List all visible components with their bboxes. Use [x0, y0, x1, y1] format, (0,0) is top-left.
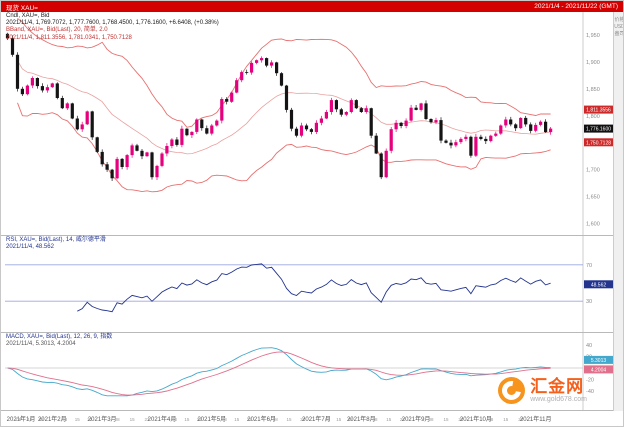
day-tick: 08	[222, 417, 228, 422]
rsi-value-box: 48.562	[584, 280, 613, 289]
rsi-tick: 30	[586, 299, 592, 305]
watermark-text: 汇金网 www.gold678.com	[530, 377, 587, 404]
day-tick: 08	[273, 417, 279, 422]
axis-title-unit: 盎司	[614, 31, 624, 37]
rsi-panel[interactable]: 70503048.562 RSI, XAU=, Bid(Last), 14, 威…	[1, 236, 624, 333]
month-label: 2021年1月	[7, 415, 36, 423]
month-label: 2021年7月	[302, 415, 331, 423]
day-tick: 22	[144, 417, 150, 422]
svg-text:1,811.3556: 1,811.3556	[586, 108, 611, 114]
day-tick: 22	[518, 417, 524, 422]
right-axis-strip: 价格 USD 盎司	[613, 12, 624, 411]
axis-value-box: 1,811.3556	[584, 105, 613, 114]
day-tick: 22	[300, 417, 306, 422]
watermark: 汇金网 www.gold678.com	[498, 377, 587, 404]
day-tick: 15	[386, 417, 392, 422]
day-tick: 15	[234, 417, 240, 422]
day-tick: 22	[197, 417, 203, 422]
month-label: 2021年10月	[460, 415, 492, 423]
axis-title-currency: USD	[614, 24, 624, 30]
day-tick: 15	[130, 417, 136, 422]
price-tick: 1,700	[586, 168, 600, 174]
price-tick: 1,850	[586, 87, 600, 93]
day-tick: 15	[336, 417, 342, 422]
month-label: 2021年9月	[402, 415, 431, 423]
month-label: 2021年2月	[38, 415, 67, 423]
svg-text:4.2004: 4.2004	[591, 367, 607, 373]
price-panel[interactable]: 1,9501,9001,8501,8001,7501,7001,6501,600…	[1, 12, 624, 236]
axis-value-box: 1,776.1600	[584, 124, 613, 133]
day-tick: 22	[458, 417, 464, 422]
watermark-title: 汇金网	[530, 377, 585, 396]
price-tick: 1,600	[586, 222, 600, 228]
day-tick: 15	[27, 417, 33, 422]
price-tick: 1,950	[586, 33, 600, 39]
price-tick: 1,900	[586, 60, 600, 66]
month-label: 2021年3月	[88, 415, 117, 423]
instrument-label: 现货 XAU=	[6, 4, 38, 12]
day-tick: 22	[348, 417, 354, 422]
svg-text:5.3013: 5.3013	[591, 358, 607, 364]
day-tick: 08	[16, 417, 22, 422]
day-tick: 22	[247, 417, 253, 422]
rsi-tick: 70	[586, 263, 592, 269]
date-range-label: 2021/1/4 - 2021/11/22 (GMT)	[534, 3, 618, 10]
month-label: 2021年5月	[197, 415, 226, 423]
day-tick: 15	[286, 417, 292, 422]
rsi-chart[interactable]: 70503048.562	[1, 236, 624, 332]
month-label: 2021年6月	[247, 415, 276, 423]
day-tick: 08	[115, 417, 121, 422]
price-tick: 1,650	[586, 195, 600, 201]
chart-header-bar: 现货 XAU= 2021/1/4 - 2021/11/22 (GMT)	[1, 1, 623, 12]
candlestick-chart[interactable]: 1,9501,9001,8501,8001,7501,7001,6501,600…	[1, 12, 624, 235]
day-tick: 08	[325, 417, 331, 422]
svg-text:48.562: 48.562	[591, 282, 607, 288]
day-tick: 08	[372, 417, 378, 422]
price-tick: 1,800	[586, 114, 600, 120]
day-tick: 08	[428, 417, 434, 422]
day-tick: 22	[400, 417, 406, 422]
axis-title-price: 价格	[614, 17, 624, 23]
month-label: 2021年4月	[148, 415, 177, 423]
macd-tick: 40	[586, 343, 592, 349]
day-tick: 15	[75, 417, 81, 422]
axis-value-box: 1,750.7128	[584, 138, 613, 147]
day-tick: 08	[488, 417, 494, 422]
macd-tick: -20	[586, 378, 594, 384]
svg-text:1,776.1600: 1,776.1600	[586, 127, 611, 133]
day-tick: 08	[62, 417, 68, 422]
svg-text:1,750.7128: 1,750.7128	[586, 140, 611, 146]
macd-tick: -40	[586, 389, 594, 395]
day-tick: 15	[503, 417, 509, 422]
day-tick: 22	[87, 417, 93, 422]
day-tick: 22	[39, 417, 45, 422]
day-tick: 15	[184, 417, 190, 422]
time-axis: 2021年1月 08 15 22 2021年2月 08 15 22 2021年3月 08 15 22 2…	[1, 411, 623, 426]
day-tick: 15	[443, 417, 449, 422]
signal-value-box: 4.2004	[584, 365, 613, 374]
month-label: 2021年11月	[520, 415, 552, 423]
huijin-logo-icon	[498, 377, 526, 404]
month-label: 2021年8月	[347, 415, 376, 423]
watermark-url: www.gold678.com	[530, 396, 587, 403]
macd-value-box: 5.3013	[584, 355, 613, 364]
day-tick: 08	[172, 417, 178, 422]
